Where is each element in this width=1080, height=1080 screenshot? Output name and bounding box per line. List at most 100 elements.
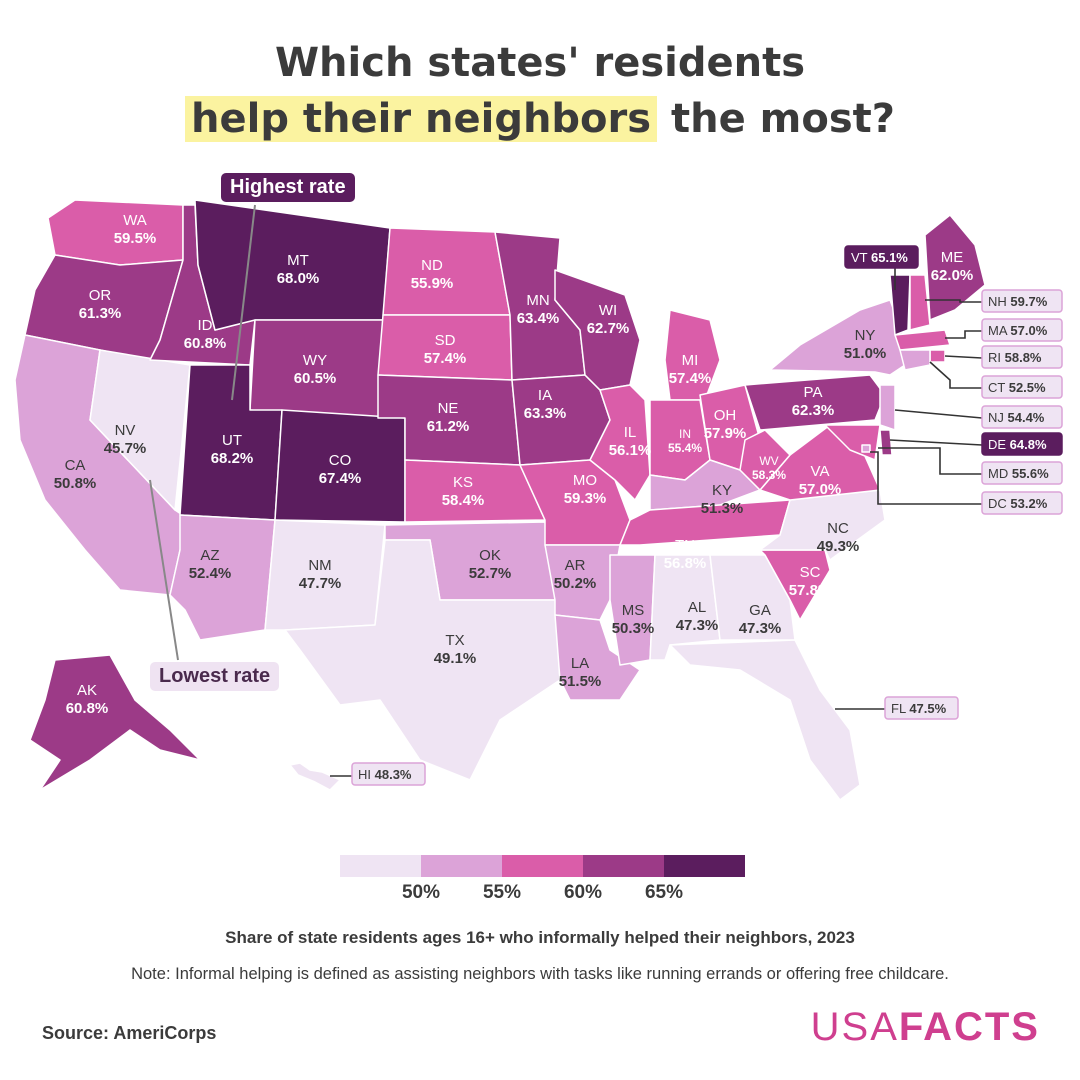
callout-abbr: MA (988, 323, 1010, 338)
state-abbr-label: NY (855, 327, 876, 344)
callout-label: CT 52.5% (988, 380, 1046, 395)
state-labels: WA59.5%OR61.3%CA50.8%NV45.7%ID60.8%MT68.… (54, 212, 1063, 786)
callout-label: DC 53.2% (988, 496, 1048, 511)
state-hi (289, 762, 341, 791)
callout-label: VT 65.1% (851, 250, 908, 265)
legend-swatch-3 (502, 855, 583, 877)
callout-value: 65.1% (871, 250, 908, 265)
state-ma (894, 329, 951, 351)
state-value-label: 45.7% (104, 440, 147, 457)
callout-value: 53.2% (1010, 496, 1047, 511)
highest-rate-callout: Highest rate (221, 173, 355, 202)
state-abbr-label: OH (714, 407, 737, 424)
leader-line (889, 439, 983, 446)
state-de (879, 429, 893, 456)
state-abbr-label: WA (123, 212, 147, 229)
state-value-label: 55.9% (411, 275, 454, 292)
state-abbr-label: AL (688, 599, 706, 616)
state-value-label: 49.3% (817, 538, 860, 555)
state-abbr-label: ID (198, 317, 213, 334)
state-value-label: 55.4% (668, 441, 702, 455)
state-abbr-label: OR (89, 287, 112, 304)
state-value-label: 56.8% (664, 555, 707, 572)
state-il (589, 384, 651, 501)
callout-box-md (981, 461, 1063, 485)
callout-value: 54.4% (1008, 410, 1045, 425)
leader-line (925, 299, 982, 303)
chart-title-line2: help their neighbors the most? (0, 96, 1080, 142)
state-value-label: 59.3% (564, 490, 607, 507)
state-abbr-label: WI (599, 302, 617, 319)
state-value-label: 61.2% (427, 418, 470, 435)
callout-value: 59.7% (1010, 294, 1047, 309)
state-abbr-label: VA (811, 463, 830, 480)
leader-line (878, 447, 982, 475)
state-value-label: 67.4% (319, 470, 362, 487)
callout-label: NJ 54.4% (988, 410, 1045, 425)
callout-label: HI 48.3% (358, 767, 412, 782)
highest-pointer-line (231, 204, 256, 401)
state-abbr-label: LA (571, 655, 589, 672)
state-value-label: 60.8% (184, 335, 227, 352)
legend-tick: 65% (644, 882, 684, 903)
states-layer (14, 199, 986, 801)
callout-label: MA 57.0% (988, 323, 1048, 338)
state-abbr-label: WY (303, 352, 327, 369)
state-value-label: 60.5% (294, 370, 337, 387)
state-abbr-label: AZ (200, 547, 219, 564)
state-value-label: 68.0% (277, 270, 320, 287)
callout-value: 52.5% (1009, 380, 1046, 395)
callout-abbr: NJ (988, 410, 1008, 425)
state-abbr-label: TN (675, 537, 695, 554)
state-abbr-label: NM (308, 557, 331, 574)
state-value-label: 47.3% (676, 617, 719, 634)
callout-value: 47.5% (909, 701, 946, 716)
state-abbr-label: CO (329, 452, 352, 469)
state-value-label: 62.0% (931, 267, 974, 284)
state-abbr-label: KS (453, 474, 473, 491)
state-abbr-label: MT (287, 252, 309, 269)
lowest-pointer-line (149, 479, 179, 661)
callout-value: 57.0% (1010, 323, 1047, 338)
state-value-label: 62.3% (792, 402, 835, 419)
state-abbr-label: NC (827, 520, 849, 537)
state-wv (739, 429, 791, 491)
state-value-label: 52.7% (469, 565, 512, 582)
leader-line (894, 409, 983, 419)
state-value-label: 63.3% (524, 405, 567, 422)
callout-abbr: NH (988, 294, 1010, 309)
callout-value: 58.8% (1005, 350, 1042, 365)
state-abbr-label: MN (526, 292, 549, 309)
state-ny (769, 299, 906, 376)
callout-box-fl (884, 696, 959, 720)
state-abbr-label: GA (749, 602, 771, 619)
leader-line (870, 451, 982, 505)
callout-abbr: FL (891, 701, 909, 716)
state-value-label: 50.8% (54, 475, 97, 492)
callout-box-hi (351, 762, 426, 786)
state-ct (899, 349, 931, 371)
callout-label: DE 64.8% (988, 437, 1047, 452)
source-credit: Source: AmeriCorps (42, 1023, 217, 1043)
state-value-label: 57.9% (704, 425, 747, 442)
state-abbr-label: ND (421, 257, 443, 274)
state-value-label: 58.3% (752, 468, 786, 482)
leader-lines (149, 204, 983, 777)
state-abbr-label: ME (941, 249, 964, 266)
callout-abbr: HI (358, 767, 375, 782)
leader-line (944, 355, 983, 359)
state-value-label: 57.4% (669, 370, 712, 387)
callout-box-dc (981, 491, 1063, 515)
state-ms (609, 554, 656, 666)
callout-box-nh (981, 289, 1063, 313)
state-abbr-label: IA (538, 387, 552, 404)
state-value-label: 47.7% (299, 575, 342, 592)
callout-box-nj (981, 405, 1063, 429)
state-nh (909, 274, 931, 331)
callout-value: 64.8% (1010, 437, 1047, 452)
state-abbr-label: TX (445, 632, 464, 649)
callout-box-ri (981, 345, 1063, 369)
state-abbr-label: PA (804, 384, 823, 401)
state-value-label: 57.4% (424, 350, 467, 367)
